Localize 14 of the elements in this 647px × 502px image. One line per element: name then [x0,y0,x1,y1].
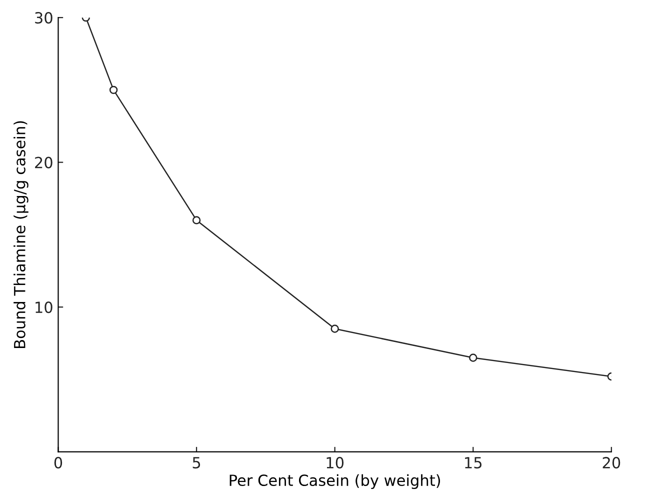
x-tick-label: 0 [54,456,62,468]
x-tick-label: 10 [326,456,344,468]
point [330,324,339,333]
x-tick-label: 20 [602,456,620,468]
x-tick-label: 5 [192,457,200,468]
x-axis-title: Per Cent Casein (by weight) [230,474,440,490]
x-tick-label: 15 [465,457,482,468]
point [469,354,478,362]
point [192,216,201,224]
y-tick-label: 30 [35,12,52,24]
y-tick-label: 10 [36,302,52,314]
point [109,86,118,94]
y-tick-label: 20 [35,156,52,168]
y-axis-title: Bound Thiamine (μg/g casein) [14,121,28,348]
